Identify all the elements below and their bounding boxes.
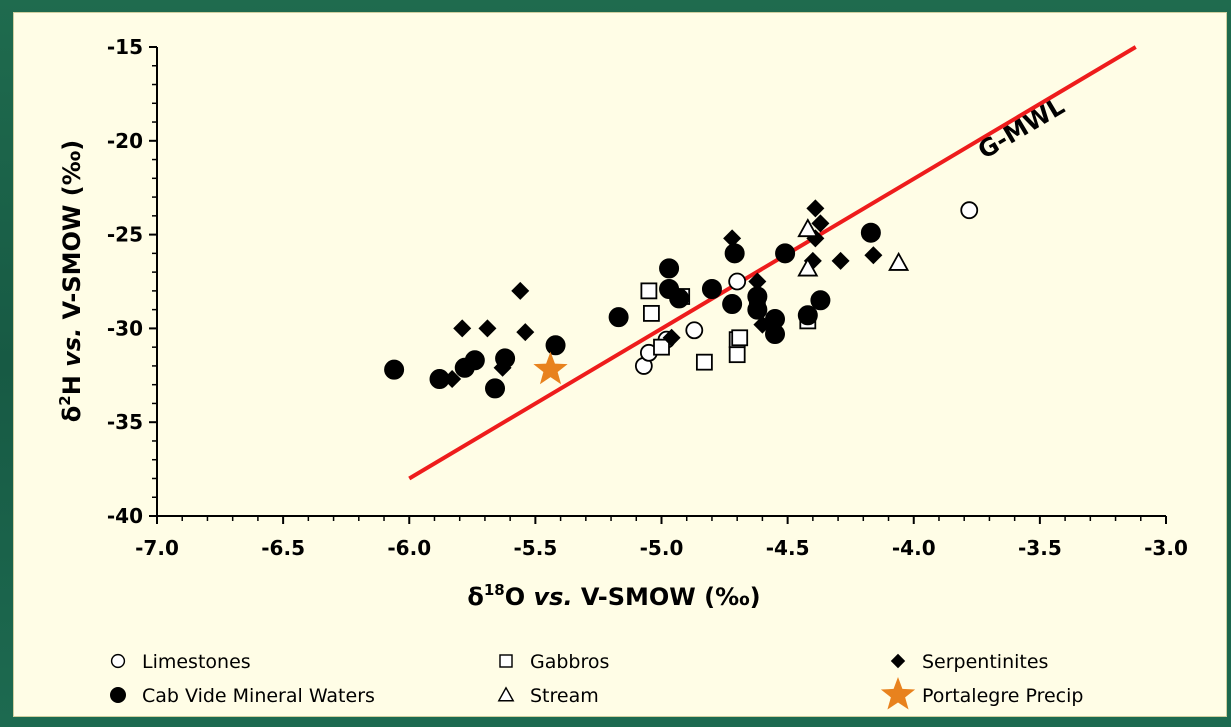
data-point [429, 369, 450, 390]
data-point [775, 243, 796, 264]
data-point [811, 214, 830, 233]
y-tick-label: -25 [107, 223, 143, 247]
data-point [533, 351, 568, 385]
legend-label: Serpentinites [922, 651, 1048, 673]
data-point [888, 251, 910, 271]
legend-open-square-icon [499, 654, 513, 668]
legend-star-icon [880, 677, 916, 710]
data-point [806, 199, 825, 218]
data-point [662, 328, 681, 347]
data-point [960, 201, 979, 220]
x-tick-label: -5.5 [514, 536, 558, 560]
legend-label: Gabbros [530, 651, 609, 673]
y-axis-title: δ2H vs. V-SMOW (‰) [56, 140, 86, 422]
data-point [640, 282, 658, 300]
legend-item: Serpentinites [890, 651, 1048, 673]
y-tick-label: -15 [107, 35, 143, 59]
legend-item: Limestones [110, 651, 251, 673]
x-tick-label: -6.5 [261, 536, 305, 560]
legend-label: Stream [530, 685, 599, 707]
data-point [545, 335, 566, 356]
data-point [511, 281, 530, 300]
scatter-chart: -7.0 -6.5 -6.0 -5.5 -5.0 -4.5 -4.0 -3.5 -3.0 -15… [56, 35, 1188, 710]
y-tick-label: -20 [107, 129, 143, 153]
legend-label: Limestones [142, 651, 251, 673]
data-point [485, 378, 506, 399]
y-tick-label: -40 [107, 504, 143, 528]
x-tick-label: -5.0 [640, 536, 684, 560]
data-point [608, 307, 629, 328]
gmwl-line-label: G-MWL [973, 92, 1069, 165]
data-point [864, 246, 883, 265]
series-triangle-open [797, 218, 910, 277]
data-point [685, 321, 704, 340]
data-point [797, 218, 819, 238]
legend-filled-circle-icon [109, 686, 126, 703]
data-point [723, 229, 742, 248]
data-point [728, 272, 747, 291]
series-star [533, 351, 568, 385]
legend-label: Portalegre Precip [922, 685, 1083, 707]
legend-item: Stream [497, 685, 599, 707]
x-axis-title: δ18O vs. V-SMOW (‰) [467, 581, 760, 611]
data-point [748, 272, 767, 291]
data-point [669, 288, 690, 309]
data-point [765, 309, 786, 330]
reference-line [408, 45, 1137, 481]
x-tick-label: -4.5 [766, 536, 810, 560]
legend-open-triangle-icon [497, 686, 515, 702]
x-tick-label: -6.0 [387, 536, 431, 560]
legend-item: Cab Vide Mineral Waters [109, 685, 375, 707]
x-tick-label: -4.0 [892, 536, 936, 560]
y-tick-label: -30 [107, 316, 143, 340]
data-point [747, 299, 768, 320]
data-point [803, 251, 822, 270]
data-point [464, 350, 485, 371]
data-point [797, 305, 818, 326]
legend: Limestones Gabbros Serpentinites Cab Vide M… [109, 651, 1083, 710]
x-tick-label: -3.5 [1018, 536, 1062, 560]
data-point [478, 319, 497, 338]
data-point [831, 251, 850, 270]
data-point [516, 323, 535, 342]
data-point [495, 348, 516, 369]
data-point [722, 294, 743, 315]
chart-panel: -7.0 -6.5 -6.0 -5.5 -5.0 -4.5 -4.0 -3.5 -3.0 -15… [13, 12, 1227, 717]
legend-open-circle-icon [110, 653, 126, 669]
data-point [797, 257, 819, 277]
x-tick-label: -7.0 [135, 536, 179, 560]
data-point [731, 329, 749, 347]
data-point [643, 304, 660, 322]
data-point [695, 353, 713, 371]
y-tick-label: -35 [107, 410, 143, 434]
series-circle [384, 222, 881, 399]
data-point [728, 346, 746, 364]
data-point [724, 243, 745, 264]
x-axis-ticks: -7.0 -6.5 -6.0 -5.5 -5.0 -4.5 -4.0 -3.5 -3.0 [135, 516, 1188, 560]
legend-item: Portalegre Precip [880, 677, 1083, 710]
legend-diamond-icon [890, 653, 906, 669]
gmwl-line [408, 45, 1137, 481]
legend-item: Gabbros [499, 651, 609, 673]
data-points [384, 199, 979, 399]
data-point [701, 279, 722, 300]
data-point [659, 258, 680, 279]
legend-label: Cab Vide Mineral Waters [142, 685, 375, 707]
data-point [860, 222, 881, 243]
data-point [653, 338, 670, 356]
x-tick-label: -3.0 [1144, 536, 1188, 560]
data-point [810, 290, 831, 311]
y-axis-ticks: -15 -20 -25 -30 -35 -40 [107, 35, 157, 528]
data-point [453, 319, 472, 338]
data-point [384, 359, 405, 380]
